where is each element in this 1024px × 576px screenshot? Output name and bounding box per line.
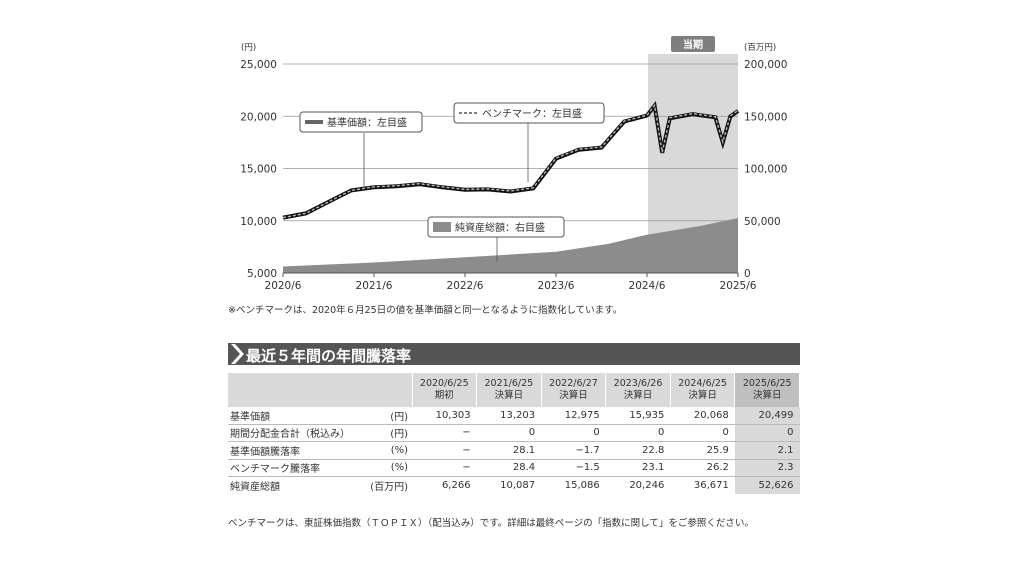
footer-note: ベンチマークは、東証株価指数（ＴＯＰＩＸ）（配当込み）です。詳細は最終ページの「…: [228, 518, 754, 529]
x-tick-label: 2022/6: [447, 280, 484, 292]
performance-chart: 当期 (円) (百万円) 25,000 20,000 15,000 10,000 5,0…: [240, 36, 787, 292]
table-header-blank: [228, 373, 413, 407]
section-title: 最近５年間の年間騰落率: [246, 347, 412, 365]
current-period-label: 当期: [683, 38, 703, 51]
left-tick-label: 5,000: [247, 268, 277, 280]
table-row: 期間分配金合計（税込み） (円) −0 0 0 0 0: [228, 424, 800, 442]
table-cell: 15,935: [605, 407, 671, 425]
right-tick-label: 0: [744, 268, 751, 280]
row-unit: (円): [356, 424, 412, 442]
table-cell: 0: [670, 424, 735, 442]
row-unit: (百万円): [370, 481, 408, 493]
right-tick-label: 200,000: [744, 59, 787, 71]
table-cell: 20,068: [670, 407, 735, 425]
benchmark-line: [282, 103, 739, 219]
table-cell: 28.1: [476, 441, 542, 460]
table-cell: 25.9: [670, 441, 735, 460]
table-cell: 0: [734, 424, 800, 442]
x-tick-label: 2025/6: [720, 280, 757, 292]
row-unit: (%): [356, 459, 412, 477]
table-cell: 6,266: [441, 479, 471, 491]
table-cell: 0: [541, 424, 606, 442]
benchmark-note: ※ベンチマークは、2020年６月25日の値を基準価額と同一となるように指数化して…: [228, 305, 623, 316]
legend-benchmark: ベンチマーク：左目盛: [453, 102, 605, 124]
table-cell: 0: [605, 424, 671, 442]
row-label: 期間分配金合計（税込み）: [228, 424, 356, 442]
table-cell: 0: [476, 424, 542, 442]
table-cell: −1.7: [541, 441, 606, 460]
x-tick-label: 2024/6: [629, 280, 666, 292]
x-tick-label: 2020/6: [265, 280, 302, 292]
left-tick-label: 10,000: [240, 216, 277, 228]
row-label: ベンチマーク騰落率: [228, 459, 356, 477]
table-cell: 10,303: [412, 407, 477, 425]
table-header-col: 2022/6/27 決算日: [541, 373, 607, 407]
table-header-col: 2024/6/25 決算日: [670, 373, 736, 407]
table-header-col: 2025/6/25 決算日: [734, 373, 800, 407]
left-axis-unit: (円): [241, 43, 256, 53]
legend-net-assets: 純資産総額：右目盛: [427, 216, 565, 238]
table-cell: 20,499: [734, 407, 800, 425]
row-label: 基準価額騰落率: [228, 441, 356, 460]
table-header-col: 2023/6/26 決算日: [605, 373, 671, 407]
legend-nav: 基準価額：左目盛: [299, 111, 423, 133]
current-period-tag: [671, 36, 715, 52]
table-cell: 2.1: [734, 441, 800, 460]
table-header-col: 2020/6/25 期初: [412, 373, 478, 407]
table-cell: 52,626: [734, 476, 800, 494]
table-cell: 12,975: [541, 407, 606, 425]
table-cell: 10,087: [500, 479, 536, 491]
chevron-right-icon: [231, 344, 244, 364]
right-tick-label: 100,000: [744, 164, 787, 176]
x-tick-label: 2021/6: [356, 280, 393, 292]
performance-table: 2020/6/25 期初 2021/6/25 決算日 2022/6/27 決算日 20…: [228, 373, 800, 494]
table-header-row: 2020/6/25 期初 2021/6/25 決算日 2022/6/27 決算日 20…: [228, 373, 800, 407]
table-cell: −: [412, 441, 477, 460]
net-assets-area: [283, 218, 738, 273]
table-row: 純資産総額 (百万円) 6,266 10,087 15,086 20,246 36,671 5…: [228, 476, 800, 494]
row-unit: (円): [356, 407, 412, 425]
table-cell: −: [412, 459, 477, 477]
row-label: 純資産総額: [230, 481, 280, 493]
right-axis-ticks: 200,000 150,000 100,000 50,000 0: [744, 59, 787, 280]
right-tick-label: 50,000: [744, 216, 781, 228]
left-tick-label: 15,000: [240, 164, 277, 176]
table-header-col: 2021/6/25 決算日: [476, 373, 542, 407]
table-cell: 15,086: [564, 479, 600, 491]
table-cell: 2.3: [734, 459, 800, 477]
table-cell: −1.5: [541, 459, 606, 477]
table-cell: 28.4: [476, 459, 542, 477]
left-axis-ticks: 25,000 20,000 15,000 10,000 5,000: [240, 59, 277, 280]
left-tick-label: 20,000: [240, 111, 277, 123]
table-cell: −: [412, 424, 477, 442]
row-label: 基準価額: [228, 407, 356, 425]
table-cell: 23.1: [605, 459, 671, 477]
table-row: 基準価額騰落率 (%) −28.1 −1.7 22.8 25.9 2.1: [228, 441, 800, 460]
left-tick-label: 25,000: [240, 59, 277, 71]
table-row: ベンチマーク騰落率 (%) −28.4 −1.5 23.1 26.2 2.3: [228, 459, 800, 477]
table-cell: 20,246: [629, 479, 665, 491]
row-unit: (%): [356, 441, 412, 460]
right-axis-unit: (百万円): [744, 43, 776, 53]
legend-benchmark-label: ベンチマーク：左目盛: [482, 107, 582, 120]
x-axis-ticks: 2020/6 2021/6 2022/6 2023/6 2024/6 2025/6: [265, 273, 757, 292]
table-cell: 22.8: [605, 441, 671, 460]
table-row: 基準価額 (円) 10,303 13,203 12,975 15,935 20,068 20,…: [228, 407, 800, 425]
table-cell: 36,671: [693, 479, 729, 491]
right-tick-label: 150,000: [744, 111, 787, 123]
table-cell: 26.2: [670, 459, 735, 477]
x-tick-label: 2023/6: [538, 280, 575, 292]
table-cell: 13,203: [476, 407, 542, 425]
section-header: 最近５年間の年間騰落率: [228, 343, 800, 365]
legend-nav-label: 基準価額：左目盛: [327, 116, 407, 129]
legend-net-assets-label: 純資産総額：右目盛: [455, 221, 545, 234]
